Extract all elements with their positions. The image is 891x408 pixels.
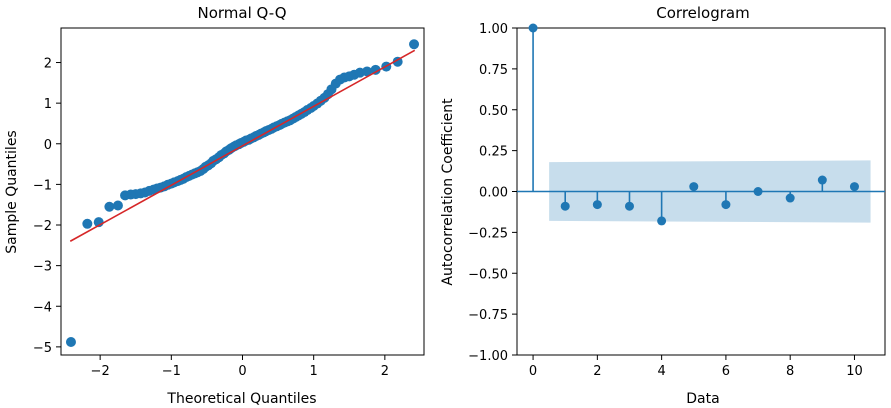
qq-plot-area [65,39,420,348]
acf-marker [528,23,538,33]
correlogram-x-tick-label: 4 [657,364,665,379]
correlogram-y-tick-label: −1.00 [468,349,508,364]
correlogram-x-tick-label: 8 [786,364,794,379]
qq-y-tick-label: −2 [33,219,52,234]
acf-marker [785,193,795,203]
qq-point [104,201,115,212]
qq-x-axis: −2 −1 0 1 2 [91,355,389,379]
qq-y-tick-label: −1 [33,178,52,193]
acf-marker [721,200,731,210]
qq-plot-panel: Normal Q-Q −2 −1 0 1 2 −5 −4 −3 −2 −1 0 1 2 Theoret… [4,4,425,407]
correlogram-y-axis-label: Autocorrelation Coefficient [440,98,456,286]
correlogram-y-axis: −1.00 −0.75 −0.50 −0.25 0.00 0.25 0.50 0.75 1.00 [468,22,517,364]
qq-x-tick-label: −2 [91,364,110,379]
correlogram-y-tick-label: −0.50 [468,267,508,282]
qq-point [362,66,373,77]
correlogram-plot-area [517,23,885,226]
acf-marker [689,182,699,192]
correlogram-x-axis: 0 2 4 6 8 10 [529,355,863,379]
qq-y-tick-label: −5 [33,341,52,356]
qq-y-tick-label: 0 [44,138,52,153]
qq-plot-title: Normal Q-Q [197,4,286,22]
qq-plot-frame [60,27,425,356]
qq-y-tick-label: 1 [44,97,52,112]
correlogram-panel: Correlogram 0 2 4 6 8 10 −1.00 −0.75 −0.50 −0.25… [440,4,886,407]
qq-point [82,218,93,229]
qq-reference-line [69,49,416,242]
qq-x-axis-label: Theoretical Quantiles [166,391,316,407]
acf-marker [560,201,570,211]
correlogram-x-axis-label: Data [686,391,719,407]
qq-point [409,39,420,50]
qq-point [370,64,381,75]
correlogram-y-tick-label: 0.75 [479,63,508,78]
qq-point [65,337,76,348]
correlogram-x-tick-label: 6 [722,364,730,379]
qq-point [112,200,123,211]
qq-x-tick-label: 1 [310,364,318,379]
qq-x-tick-label: −1 [162,364,181,379]
qq-x-tick-label: 0 [238,364,246,379]
correlogram-x-tick-label: 10 [846,364,863,379]
qq-y-axis: −5 −4 −3 −2 −1 0 1 2 [33,57,61,356]
acf-marker [592,200,602,210]
correlogram-y-tick-label: 0.00 [479,186,508,201]
qq-y-tick-label: −3 [33,260,52,275]
correlogram-x-tick-label: 2 [593,364,601,379]
qq-y-tick-label: −4 [33,300,52,315]
qq-y-axis-label: Sample Quantiles [4,130,20,253]
acf-marker [624,201,634,211]
qq-x-tick-label: 2 [381,364,389,379]
correlogram-y-tick-label: 1.00 [479,22,508,37]
acf-marker [657,216,667,226]
acf-marker [849,182,859,192]
correlogram-y-tick-label: 0.25 [479,145,508,160]
acf-marker [817,175,827,185]
acf-marker [753,187,763,196]
correlogram-y-tick-label: 0.50 [479,104,508,119]
correlogram-y-tick-label: −0.25 [468,226,508,241]
qq-y-tick-label: 2 [44,57,52,72]
correlogram-y-tick-label: −0.75 [468,308,508,323]
correlogram-title: Correlogram [656,4,749,22]
correlogram-x-tick-label: 0 [529,364,537,379]
